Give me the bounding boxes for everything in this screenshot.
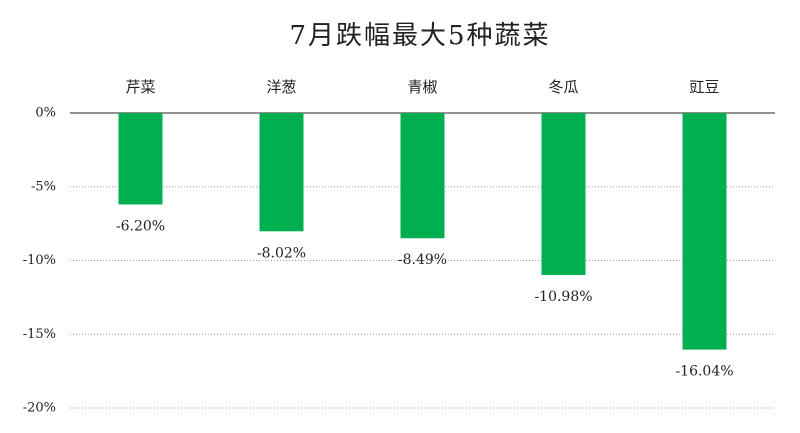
chart-title: 7月跌幅最大5种蔬菜: [289, 21, 550, 51]
x-tick-label: 青椒: [407, 78, 437, 96]
bar: [118, 113, 163, 205]
y-tick-label: 0%: [35, 106, 56, 121]
bar: [682, 113, 727, 350]
bar: [259, 113, 304, 232]
y-tick-label: -5%: [31, 179, 56, 194]
x-tick-label: 冬瓜: [548, 78, 578, 96]
value-label: -8.49%: [398, 252, 447, 268]
bar: [400, 113, 445, 239]
y-tick-label: -10%: [23, 253, 56, 268]
x-tick-label: 豇豆: [689, 78, 719, 96]
value-label: -8.02%: [257, 245, 306, 261]
y-tick-label: -20%: [23, 401, 56, 416]
value-label: -6.20%: [116, 218, 165, 234]
bar: [541, 113, 586, 275]
value-label: -16.04%: [675, 364, 733, 380]
x-tick-label: 洋葱: [266, 78, 296, 96]
x-tick-label: 芹菜: [125, 78, 155, 96]
value-label: -10.98%: [534, 289, 592, 305]
y-tick-label: -15%: [23, 327, 56, 342]
